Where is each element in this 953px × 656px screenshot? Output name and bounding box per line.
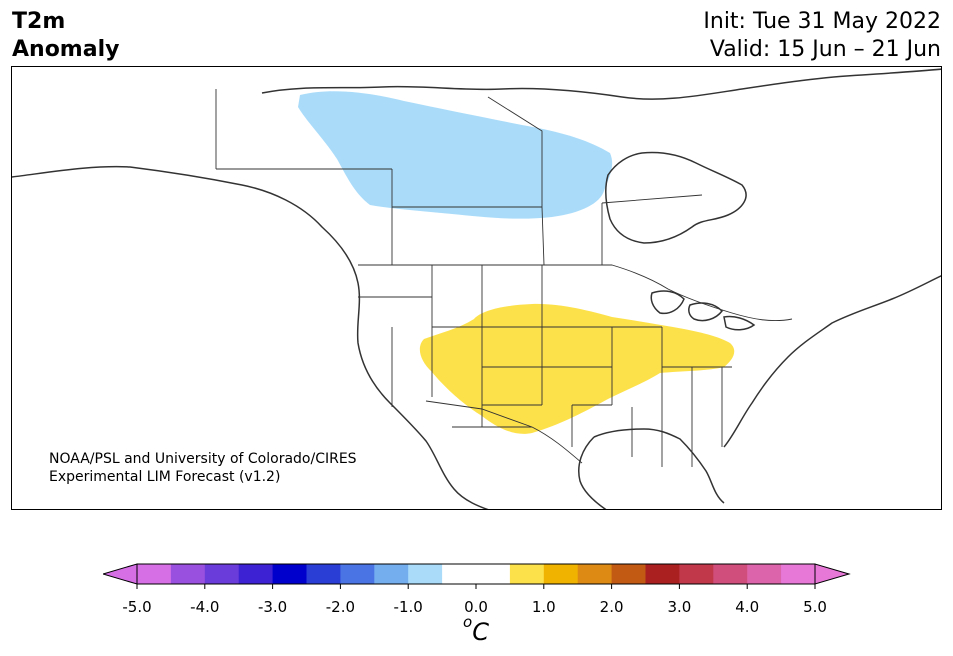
colorbar-cell [374,564,409,584]
map-svg [12,68,941,509]
colorbar [103,563,851,589]
colorbar-cell [645,564,680,584]
colorbar-cell [509,564,545,584]
us-canada-border [358,264,793,322]
colorbar-low-extension [103,563,138,585]
init-date: Init: Tue 31 May 2022 [703,9,941,34]
colorbar-cell [577,564,613,584]
positive-anomaly-area [419,303,735,434]
valid-dates: Valid: 15 Jun – 21 Jun [709,37,941,62]
title-block: T2m Anomaly [12,8,119,64]
unit-degree: o [463,613,473,631]
colorbar-cell [442,564,477,584]
credit-block: NOAA/PSL and University of Colorado/CIRE… [49,450,357,486]
colorbar-tick-label: 1.0 [531,598,556,616]
colorbar-cell [476,564,511,584]
colorbar-cell [679,564,714,584]
colorbar-cell [238,564,274,584]
colorbar-tick-label: 5.0 [803,598,827,616]
negative-anomaly-area [298,91,613,219]
credit-line-2: Experimental LIM Forecast (v1.2) [49,469,281,485]
colorbar-tick-label: -3.0 [257,598,288,616]
colorbar-cell [408,564,443,584]
atlantic-coastline [723,275,941,448]
colorbar-cell [306,564,341,584]
colorbar-cell [713,564,748,584]
title-type: Anomaly [12,37,120,62]
colorbar-cell [272,564,307,584]
colorbar-tick-label: -2.0 [325,598,356,616]
us-state-lines [358,265,732,467]
colorbar-cells [137,564,816,584]
colorbar-cell [204,564,240,584]
map-panel: NOAA/PSL and University of Colorado/CIRE… [11,66,942,510]
colorbar-cell [137,564,172,584]
colorbar-tick-label: -1.0 [393,598,423,616]
us-mexico-border [425,400,583,464]
colorbar-unit: oC [463,613,489,646]
coastlines [12,68,941,509]
credit-line-1: NOAA/PSL and University of Colorado/CIRE… [49,451,357,467]
colorbar-cell [781,564,816,584]
colorbar-cell [170,564,206,584]
colorbar-tick-label: 0.0 [464,598,488,616]
political-borders [215,89,793,467]
colorbar-high-extension [814,563,851,585]
title-variable: T2m [12,9,66,34]
colorbar-cell [543,564,579,584]
colorbar-ticks [136,584,816,589]
date-block: Init: Tue 31 May 2022 Valid: 15 Jun – 21… [703,8,941,64]
colorbar-tick-label: 4.0 [735,598,760,616]
unit-celsius: C [472,618,489,646]
colorbar-cell [611,564,646,584]
colorbar-tick-label: -5.0 [122,598,152,616]
colorbar-tick-label: -4.0 [190,598,220,616]
colorbar-tick-label: 3.0 [667,598,692,616]
canada-province-lines [215,89,703,266]
colorbar-cell [747,564,782,584]
pacific-coastline [12,165,489,509]
hudson-bay-coastline [605,151,747,244]
gulf-coastline [578,428,725,509]
colorbar-tick-label: 2.0 [599,598,624,616]
arctic-coastline [261,68,941,100]
colorbar-cell [340,564,375,584]
great-lakes [650,290,756,331]
